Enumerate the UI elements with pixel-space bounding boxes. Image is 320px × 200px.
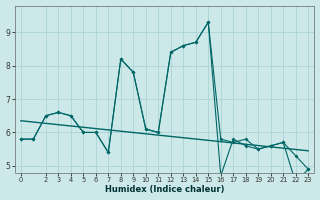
X-axis label: Humidex (Indice chaleur): Humidex (Indice chaleur) [105, 185, 224, 194]
